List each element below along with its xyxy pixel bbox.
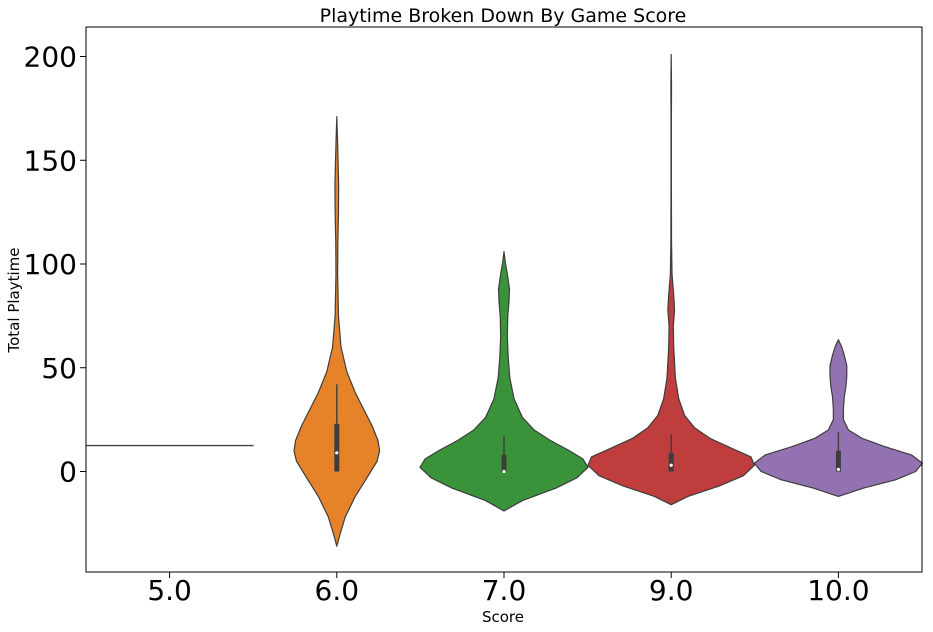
violin-median (669, 463, 673, 467)
violin-median (502, 469, 506, 474)
violin-median (335, 451, 339, 455)
violin-box (501, 454, 507, 472)
violins-layer (85, 53, 923, 547)
y-axis-label: Total Playtime (5, 248, 23, 354)
violin-body (753, 339, 923, 497)
y-tick-label: 150 (24, 144, 77, 177)
x-tick-label: 10.0 (807, 574, 869, 607)
y-ticks: 0 50 100 150 200 (24, 41, 86, 489)
y-tick-label: 50 (41, 352, 77, 385)
violin-9.0 (587, 53, 755, 506)
x-tick-label: 9.0 (649, 574, 694, 607)
violin-box (334, 423, 340, 472)
x-tick-label: 6.0 (315, 574, 360, 607)
violin-box (668, 452, 674, 472)
x-axis-label: Score (482, 608, 524, 626)
violin-body (293, 116, 381, 547)
violin-median (836, 467, 841, 472)
x-tick-label: 5.0 (147, 574, 192, 607)
y-tick-label: 0 (59, 456, 77, 489)
x-ticks: 5.0 6.0 7.0 9.0 10.0 (147, 572, 870, 607)
y-tick-label: 100 (24, 248, 77, 281)
violin-7.0 (419, 250, 589, 512)
plot-area-frame (85, 26, 923, 573)
violin-body (587, 53, 755, 506)
violin-6.0 (293, 116, 381, 547)
violin-box (835, 450, 841, 472)
violin-body (419, 250, 589, 512)
chart-title: Playtime Broken Down By Game Score (320, 5, 687, 27)
y-tick-label: 200 (24, 41, 77, 74)
violin-10.0 (753, 339, 923, 497)
x-tick-label: 7.0 (482, 574, 527, 607)
